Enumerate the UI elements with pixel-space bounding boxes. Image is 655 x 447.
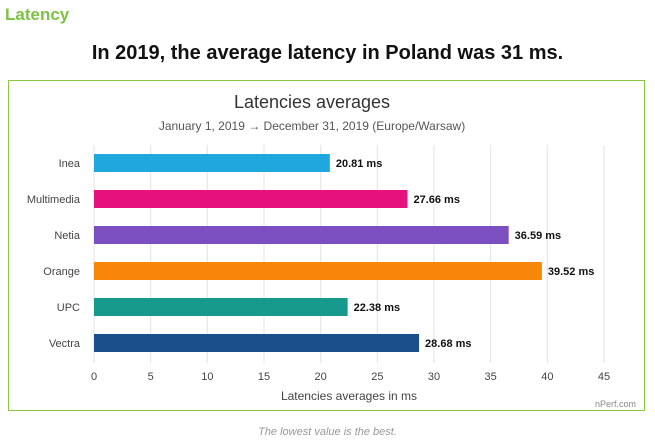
category-label: Inea	[59, 158, 81, 170]
x-tick-label: 0	[91, 371, 97, 383]
x-axis-ticks: 0 5 10 15 20 25 30 35 40 45	[91, 371, 610, 383]
x-tick-label: 30	[428, 371, 440, 383]
value-label: 28.68 ms	[425, 338, 471, 350]
x-tick-label: 20	[315, 371, 327, 383]
bar-orange[interactable]	[94, 262, 542, 280]
latency-bar-chart: Latencies averages January 1, 2019 → Dec…	[27, 92, 636, 409]
headline: In 2019, the average latency in Poland w…	[91, 42, 564, 64]
bar-multimedia[interactable]	[94, 190, 408, 208]
bar-upc[interactable]	[94, 298, 348, 316]
bars: Inea 20.81 ms Multimedia 27.66 ms Netia 36.59…	[27, 154, 594, 352]
x-axis-title: Latencies averages in ms	[281, 389, 417, 403]
x-tick-label: 40	[541, 371, 553, 383]
bar-netia[interactable]	[94, 226, 509, 244]
chart-title: Latencies averages	[234, 92, 390, 112]
value-label: 20.81 ms	[336, 158, 382, 170]
category-label: Vectra	[49, 338, 81, 350]
section-title: Latency	[5, 5, 70, 24]
chart-card: Latencies averages January 1, 2019 → Dec…	[8, 80, 645, 411]
value-label: 22.38 ms	[354, 302, 400, 314]
category-label: Netia	[54, 230, 81, 242]
value-label: 39.52 ms	[548, 266, 594, 278]
x-tick-label: 15	[258, 371, 270, 383]
x-tick-label: 45	[598, 371, 610, 383]
chart-subtitle: January 1, 2019 → December 31, 2019 (Eur…	[159, 119, 465, 133]
bar-vectra[interactable]	[94, 334, 420, 352]
bar-inea[interactable]	[94, 154, 330, 172]
category-label: Multimedia	[27, 194, 81, 206]
credit-label[interactable]: nPerf.com	[595, 399, 636, 409]
x-tick-label: 10	[201, 371, 213, 383]
x-tick-label: 35	[485, 371, 497, 383]
x-tick-label: 5	[148, 371, 154, 383]
grid-lines	[93, 145, 605, 363]
value-label: 36.59 ms	[515, 230, 561, 242]
value-label: 27.66 ms	[413, 194, 459, 206]
category-label: Orange	[43, 266, 80, 278]
footnote: The lowest value is the best.	[258, 426, 397, 438]
x-tick-label: 25	[371, 371, 383, 383]
category-label: UPC	[57, 302, 80, 314]
